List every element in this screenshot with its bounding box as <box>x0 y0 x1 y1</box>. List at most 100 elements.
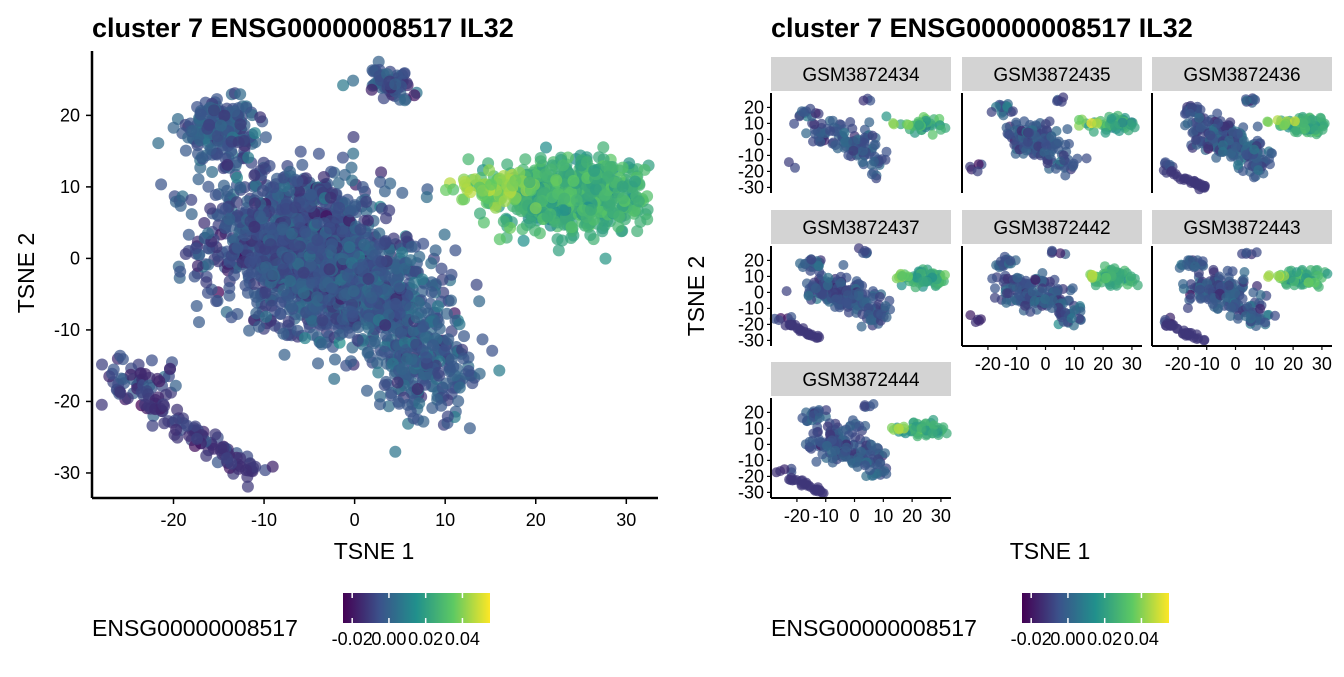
data-point <box>96 359 108 371</box>
data-point <box>362 347 374 359</box>
data-point <box>375 256 387 268</box>
facet-x-tick-label: 10 <box>1064 354 1084 374</box>
data-point <box>1290 116 1300 126</box>
data-point <box>1273 271 1283 281</box>
data-point <box>234 118 246 130</box>
data-point <box>391 262 403 274</box>
data-point <box>1092 119 1102 129</box>
legend-tick-label: 0.00 <box>371 629 406 649</box>
data-point <box>1060 171 1070 181</box>
data-point <box>1133 280 1143 290</box>
data-point <box>1110 121 1120 131</box>
data-point <box>389 78 401 90</box>
data-point <box>298 287 310 299</box>
data-point <box>296 159 308 171</box>
data-point <box>882 147 892 157</box>
data-point <box>281 289 293 301</box>
data-point <box>805 330 815 340</box>
data-point <box>249 255 261 267</box>
data-point <box>221 452 233 464</box>
data-point <box>568 175 580 187</box>
data-point <box>825 126 835 136</box>
data-point <box>1208 299 1218 309</box>
legend-colorbar <box>343 593 490 623</box>
data-point <box>1184 329 1194 339</box>
data-point <box>304 201 316 213</box>
data-point <box>193 316 205 328</box>
data-point <box>859 138 869 148</box>
data-point <box>186 208 198 220</box>
data-point <box>1069 159 1079 169</box>
data-point <box>889 119 899 129</box>
data-point <box>1183 303 1193 313</box>
facet-x-tick-label: -20 <box>975 354 1001 374</box>
data-point <box>240 280 252 292</box>
data-point <box>435 400 447 412</box>
data-point <box>566 221 578 233</box>
data-point <box>363 322 375 334</box>
data-point <box>542 210 554 222</box>
data-point <box>1041 119 1051 129</box>
data-point <box>1012 273 1022 283</box>
data-point <box>191 433 203 445</box>
data-point <box>265 238 277 250</box>
data-point <box>1082 153 1092 163</box>
data-point <box>1190 261 1200 271</box>
data-point <box>206 166 218 178</box>
data-point <box>990 283 1000 293</box>
y-tick-label: 0 <box>70 248 80 268</box>
data-point <box>545 164 557 176</box>
data-point <box>254 111 266 123</box>
data-point <box>1270 311 1280 321</box>
data-point <box>1059 155 1069 165</box>
data-point <box>260 311 272 323</box>
data-point <box>485 179 497 191</box>
data-point <box>106 368 118 380</box>
data-point <box>897 271 907 281</box>
data-point <box>346 162 358 174</box>
x-tick-label: 10 <box>435 510 455 530</box>
data-point <box>557 159 569 171</box>
data-point <box>845 117 855 127</box>
data-point <box>283 252 295 264</box>
data-point <box>337 152 349 164</box>
data-point <box>170 380 182 392</box>
data-point <box>446 269 458 281</box>
data-point <box>210 189 222 201</box>
data-point <box>1233 129 1243 139</box>
data-point <box>1241 311 1251 321</box>
facet-strip-label: GSM3872437 <box>802 218 919 239</box>
data-point <box>337 79 349 91</box>
data-point <box>815 137 825 147</box>
data-point <box>454 318 466 330</box>
data-point <box>402 399 414 411</box>
data-point <box>1196 123 1206 133</box>
data-point <box>1008 106 1018 116</box>
data-point <box>215 120 227 132</box>
data-point <box>346 175 358 187</box>
data-point <box>524 176 536 188</box>
data-point <box>781 321 791 331</box>
data-point <box>196 151 208 163</box>
data-point <box>1160 157 1170 167</box>
data-point <box>139 368 151 380</box>
data-point <box>445 295 457 307</box>
data-point <box>158 417 170 429</box>
data-point <box>842 443 852 453</box>
data-point <box>361 385 373 397</box>
data-point <box>1011 118 1021 128</box>
data-point <box>546 191 558 203</box>
data-point <box>1058 92 1068 102</box>
data-point <box>198 217 210 229</box>
data-point <box>918 276 928 286</box>
data-point <box>458 330 470 342</box>
data-point <box>420 352 432 364</box>
data-point <box>612 221 624 233</box>
data-point <box>258 157 270 169</box>
data-point <box>1062 124 1072 134</box>
y-tick-label: -30 <box>54 463 80 483</box>
data-point <box>830 140 840 150</box>
